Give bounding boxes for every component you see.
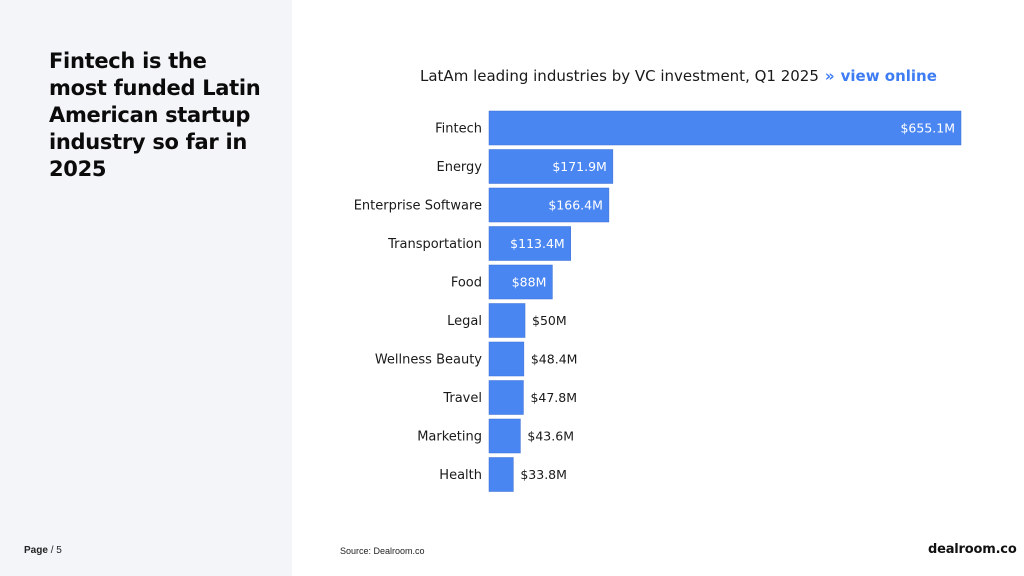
category-label: Food	[451, 276, 482, 291]
brand-logo: dealroom.co	[928, 542, 1017, 557]
value-label: $88M	[512, 275, 547, 290]
category-label: Fintech	[435, 122, 482, 137]
view-online-link[interactable]: view online	[840, 67, 937, 85]
bar-legal	[488, 303, 526, 338]
value-label: $43.6M	[527, 429, 574, 444]
category-label: Health	[439, 468, 482, 483]
chart-title-text: LatAm leading industries by VC investmen…	[420, 67, 819, 85]
value-label: $655.1M	[900, 121, 955, 136]
bar-health	[488, 457, 514, 492]
bar-energy	[488, 149, 614, 184]
left-panel: Fintech is the most funded Latin America…	[0, 0, 292, 576]
value-label: $166.4M	[548, 198, 603, 213]
bar-enterprise-software	[488, 187, 610, 223]
value-label: $47.8M	[530, 390, 577, 405]
bar-wellness-beauty	[488, 341, 525, 377]
category-label: Wellness Beauty	[375, 353, 482, 368]
value-label: $33.8M	[520, 467, 567, 482]
double-chevron-icon: »	[824, 67, 835, 85]
category-label: Travel	[442, 391, 482, 406]
page-separator: /	[50, 545, 54, 556]
value-label: $113.4M	[510, 236, 565, 251]
bar-fintech	[488, 110, 962, 146]
page-indicator: Page / 5	[24, 545, 62, 556]
value-label: $171.9M	[552, 159, 607, 174]
category-label: Enterprise Software	[354, 199, 482, 214]
category-label: Transportation	[387, 237, 482, 252]
value-label: $50M	[532, 313, 567, 328]
page-word: Page	[24, 545, 48, 556]
category-label: Marketing	[417, 430, 482, 445]
value-label: $48.4M	[531, 352, 578, 367]
bar-marketing	[488, 418, 521, 454]
category-label: Legal	[447, 314, 482, 329]
bar-food	[488, 264, 553, 300]
page-number: 5	[56, 545, 62, 556]
bar-transportation	[488, 226, 571, 261]
page-title: Fintech is the most funded Latin America…	[49, 49, 261, 181]
chart-title: LatAm leading industries by VC investmen…	[420, 67, 937, 85]
source-note: Source: Dealroom.co	[340, 546, 425, 556]
bar-travel	[488, 380, 524, 415]
category-label: Energy	[436, 160, 482, 175]
